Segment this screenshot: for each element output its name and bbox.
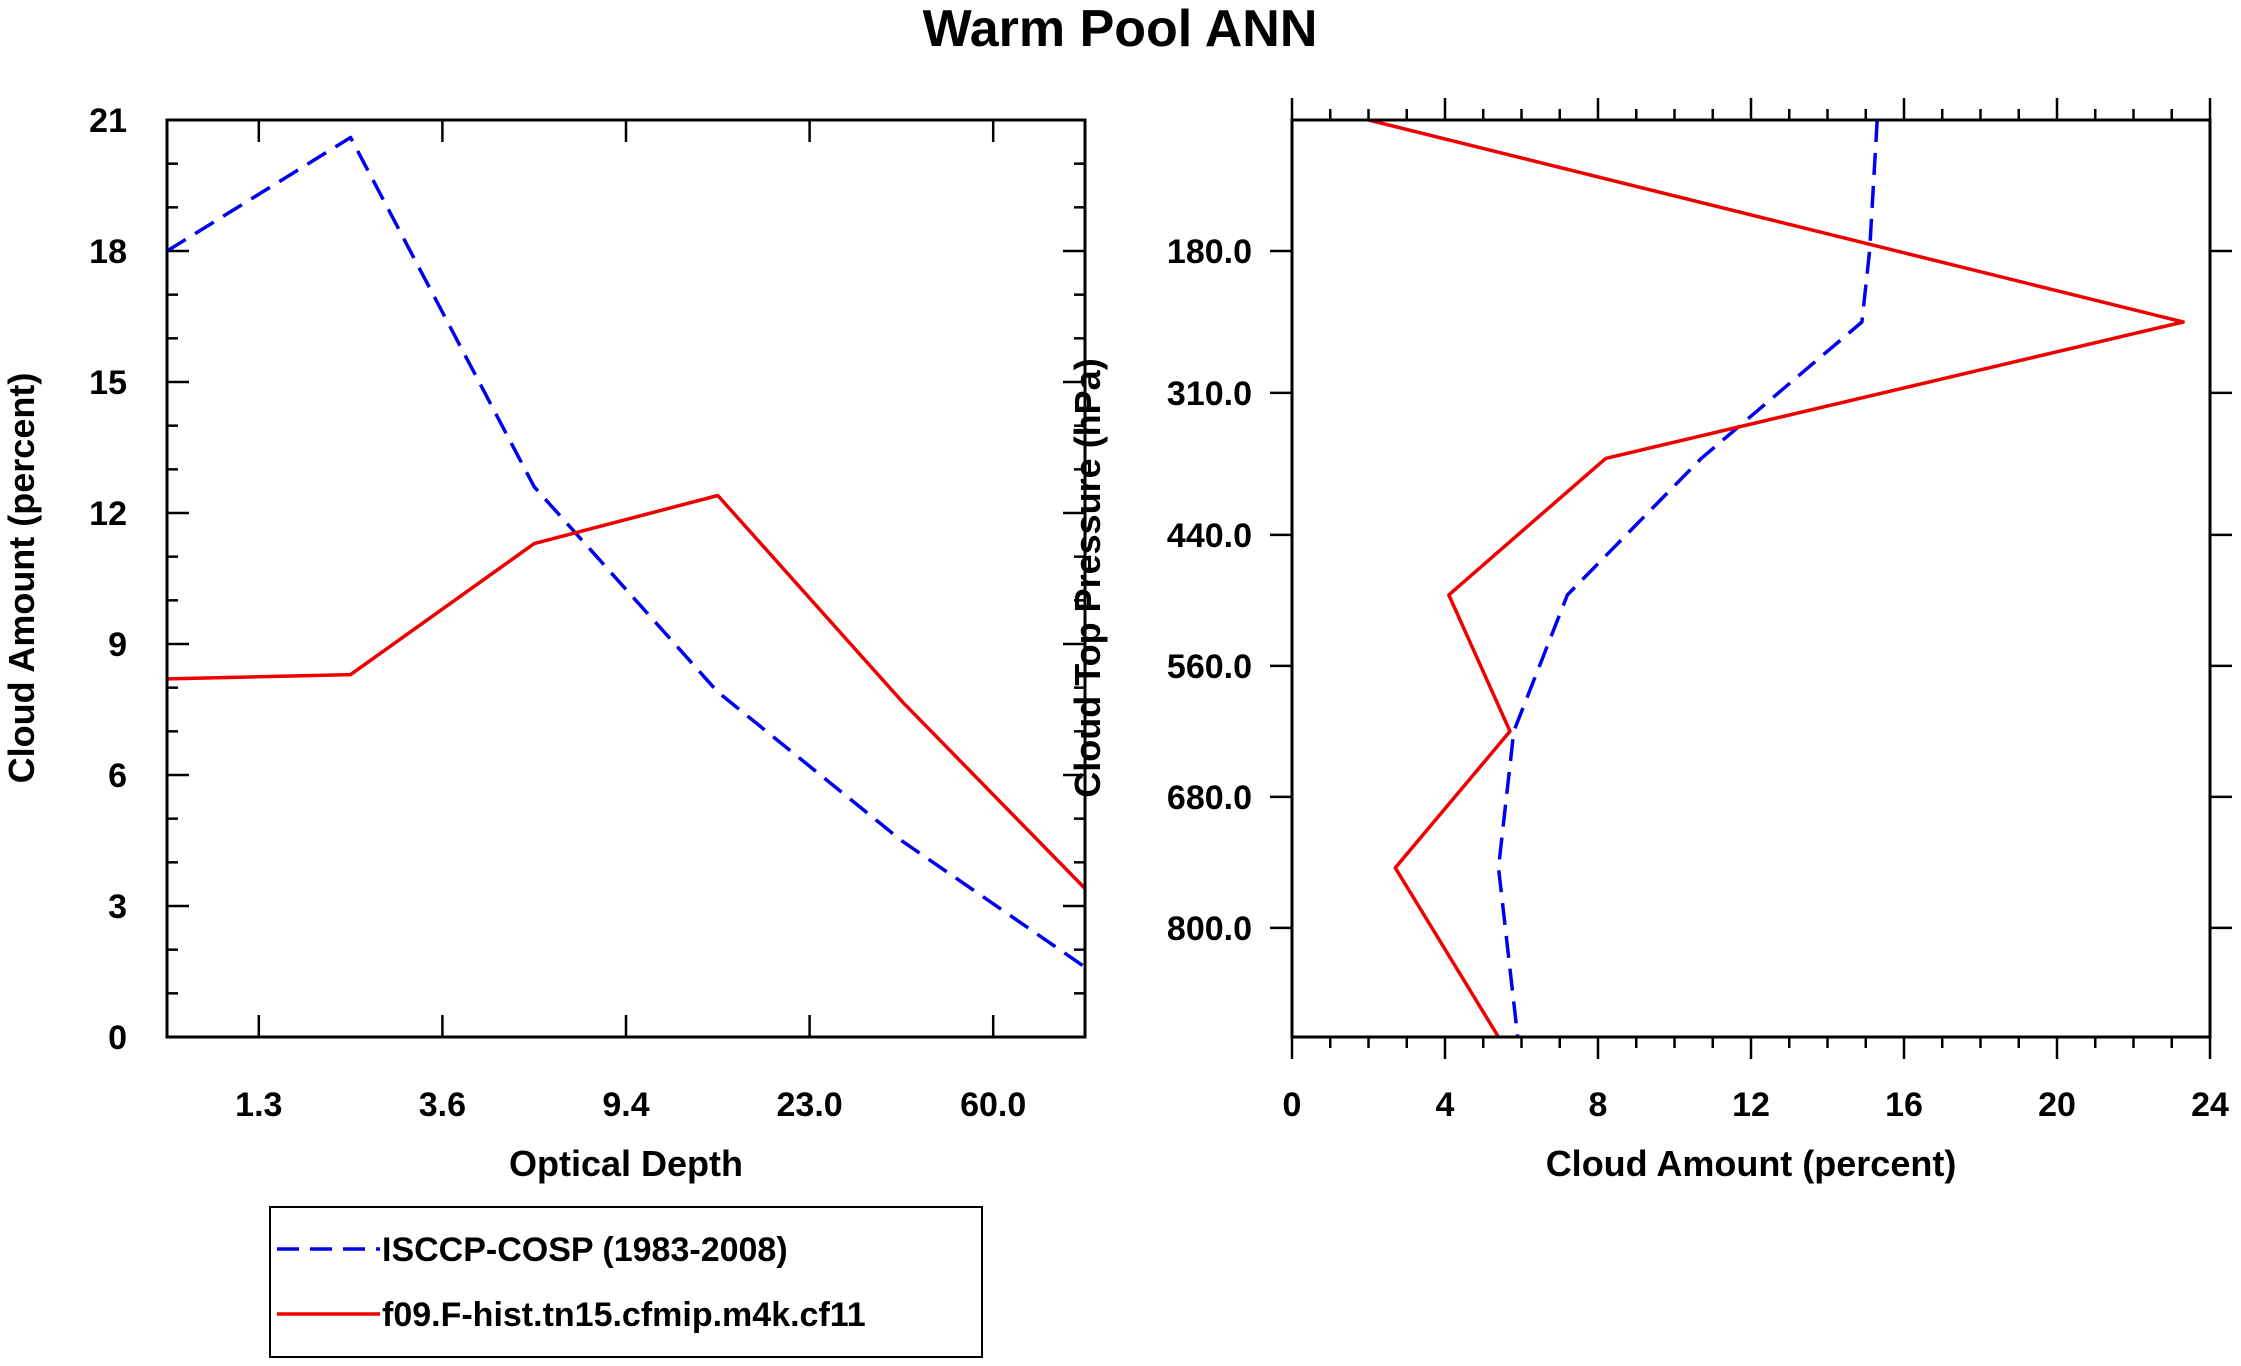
right-ticks [1270, 98, 2232, 1059]
right-y-axis-label: Cloud Top Pressure (hPa) [1067, 358, 1108, 797]
left-x-axis-label: Optical Depth [509, 1143, 743, 1184]
left-x-tick-label: 3.6 [419, 1086, 466, 1124]
right-series [1368, 118, 2185, 1038]
right-x-tick-label: 12 [1732, 1086, 1770, 1124]
legend: ISCCP-COSP (1983-2008) f09.F-hist.tn15.c… [269, 1206, 983, 1358]
left-y-axis-label: Cloud Amount (percent) [1, 373, 42, 784]
left-y-tick-label: 12 [89, 495, 127, 533]
legend-box [269, 1206, 983, 1358]
right-x-tick-label: 4 [1436, 1086, 1455, 1124]
right-y-tick-label: 560.0 [1167, 648, 1252, 686]
left-series-line-model [166, 493, 1087, 890]
left-x-tick-label: 23.0 [777, 1086, 843, 1124]
right-x-tick-label: 0 [1283, 1086, 1302, 1124]
right-y-tick-label: 680.0 [1167, 779, 1252, 817]
left-y-tick-label: 3 [108, 888, 127, 926]
left-y-tick-label: 18 [89, 233, 127, 271]
right-y-tick-label: 800.0 [1167, 910, 1252, 948]
left-y-tick-label: 15 [89, 364, 127, 402]
legend-label-model: f09.F-hist.tn15.cfmip.m4k.cf11 [382, 1296, 866, 1334]
left-y-tick-label: 6 [108, 757, 127, 795]
right-x-tick-label: 16 [1885, 1086, 1923, 1124]
left-y-tick-label: 0 [108, 1019, 127, 1057]
right-y-tick-label: 180.0 [1167, 233, 1252, 271]
legend-label-obs: ISCCP-COSP (1983-2008) [382, 1231, 788, 1269]
right-x-axis-label: Cloud Amount (percent) [1546, 1143, 1957, 1184]
right-y-tick-label: 310.0 [1167, 375, 1252, 413]
left-x-tick-label: 1.3 [235, 1086, 282, 1124]
right-tick-labels: 0 4 8 12 16 20 24 180.0 310.0 440.0 560.0 680.0 800.… [1167, 233, 2229, 1124]
right-y-tick-label: 440.0 [1167, 517, 1252, 555]
right-series-line-model [1368, 118, 2185, 1038]
left-panel: 0 3 6 9 12 15 18 21 1.3 3.6 9.4 23.0 60.0 Optical De… [1, 102, 1087, 1184]
right-x-tick-label: 8 [1589, 1086, 1608, 1124]
right-series-line-obs [1496, 119, 1879, 1038]
left-x-tick-label: 60.0 [960, 1086, 1026, 1124]
right-panel: 0 4 8 12 16 20 24 180.0 310.0 440.0 560.0 680.0 800.… [1067, 98, 2232, 1184]
right-plot-frame [1290, 118, 2212, 1039]
left-y-tick-label: 9 [108, 626, 127, 664]
right-x-tick-label: 20 [2038, 1086, 2076, 1124]
left-series-line-obs [166, 135, 1086, 969]
left-series [166, 135, 1087, 969]
right-x-tick-label: 24 [2191, 1086, 2229, 1124]
left-tick-labels: 0 3 6 9 12 15 18 21 1.3 3.6 9.4 23.0 60.0 [89, 102, 1026, 1124]
chart-title: Warm Pool ANN [923, 0, 1318, 58]
left-ticks [167, 118, 1085, 1039]
left-x-tick-label: 9.4 [602, 1086, 649, 1124]
left-plot-frame [165, 118, 1087, 1039]
left-y-tick-label: 21 [89, 102, 127, 140]
